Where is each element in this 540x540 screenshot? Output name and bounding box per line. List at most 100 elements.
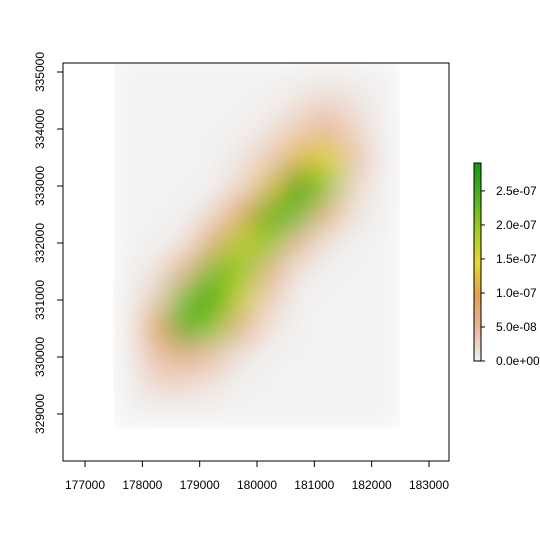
raster-cell (284, 199, 316, 230)
raster-cell (313, 85, 344, 116)
raster-cell (284, 227, 316, 259)
raster-cell (227, 199, 259, 230)
y-tick-label: 334000 (33, 109, 47, 149)
raster-cell (313, 63, 344, 88)
raster-cell (284, 313, 316, 344)
y-tick-label: 332000 (33, 223, 47, 263)
raster-cell (113, 227, 144, 259)
raster-cell (113, 284, 144, 316)
raster-cell (227, 398, 259, 429)
x-tick-label: 181000 (294, 478, 334, 492)
raster-cell (341, 256, 373, 287)
raster-cell (341, 284, 373, 316)
raster-cell (141, 313, 173, 344)
raster-cell (198, 370, 230, 401)
raster-cell (198, 256, 230, 287)
colorbar-label: 1.5e-07 (496, 252, 537, 266)
raster-cell (284, 170, 316, 202)
raster-cell (284, 341, 316, 373)
colorbar-label: 5.0e-08 (496, 320, 537, 334)
colorbar-label: 0.0e+00 (496, 354, 540, 368)
raster-cell (227, 63, 259, 88)
raster-cell (370, 170, 401, 202)
raster-cell (341, 370, 373, 401)
raster-cell (256, 63, 287, 88)
raster-cell (256, 313, 287, 344)
raster-cell (313, 398, 344, 429)
raster-cell (370, 227, 401, 259)
raster-cell (313, 370, 344, 401)
raster-cell (198, 284, 230, 316)
raster-cell (284, 85, 316, 116)
raster-cell (370, 398, 401, 429)
y-tick-label: 330000 (33, 337, 47, 377)
raster-cell (256, 284, 287, 316)
raster-cell (341, 341, 373, 373)
raster-cell (141, 227, 173, 259)
raster-cell (198, 85, 230, 116)
raster-cell (198, 142, 230, 173)
raster-cell (198, 398, 230, 429)
raster-cell (256, 85, 287, 116)
raster-cell (198, 313, 230, 344)
raster-cell (227, 370, 259, 401)
raster-cell (370, 85, 401, 116)
x-tick-label: 182000 (352, 478, 392, 492)
raster-cell (170, 370, 201, 401)
raster-cell (227, 256, 259, 287)
raster-cell (370, 341, 401, 373)
raster-cell (113, 142, 144, 173)
y-tick-label: 329000 (33, 394, 47, 434)
raster-cell (170, 142, 201, 173)
colorbar-label: 1.0e-07 (496, 286, 537, 300)
raster-cell (141, 170, 173, 202)
raster-cell (341, 227, 373, 259)
raster-cell (284, 256, 316, 287)
raster-cell (141, 142, 173, 173)
raster-cell (170, 63, 201, 88)
raster-cell (370, 284, 401, 316)
raster-cell (113, 398, 144, 429)
raster-cell (170, 341, 201, 373)
raster-cell (370, 142, 401, 173)
raster-cell (341, 170, 373, 202)
raster-cell (170, 199, 201, 230)
y-tick-label: 331000 (33, 280, 47, 320)
raster-cell (284, 63, 316, 88)
raster-cell (141, 398, 173, 429)
raster-cell (141, 85, 173, 116)
raster-cell (113, 113, 144, 145)
raster-cell (370, 313, 401, 344)
raster-cell (198, 63, 230, 88)
raster-cell (170, 256, 201, 287)
y-tick-label: 333000 (33, 166, 47, 206)
x-tick-label: 178000 (122, 478, 162, 492)
raster-cell (198, 113, 230, 145)
raster-cell (141, 370, 173, 401)
colorbar-label: 2.0e-07 (496, 218, 537, 232)
raster-cell (141, 284, 173, 316)
raster-cell (113, 85, 144, 116)
colorbar-label: 2.5e-07 (496, 184, 537, 198)
raster-cell (141, 113, 173, 145)
raster-cell (284, 284, 316, 316)
raster-cell (170, 313, 201, 344)
raster-cell (256, 113, 287, 145)
raster-cell (227, 170, 259, 202)
raster-cell (170, 227, 201, 259)
raster-cell (313, 142, 344, 173)
raster-cell (341, 199, 373, 230)
raster-cell (113, 370, 144, 401)
raster-cell (256, 256, 287, 287)
raster-cell (227, 284, 259, 316)
raster-cell (284, 370, 316, 401)
raster-cell (284, 142, 316, 173)
raster-cell (256, 170, 287, 202)
raster-cell (284, 113, 316, 145)
raster-cell (341, 398, 373, 429)
raster (113, 63, 401, 429)
raster-cell (313, 170, 344, 202)
raster-cell (170, 113, 201, 145)
raster-cell (313, 313, 344, 344)
